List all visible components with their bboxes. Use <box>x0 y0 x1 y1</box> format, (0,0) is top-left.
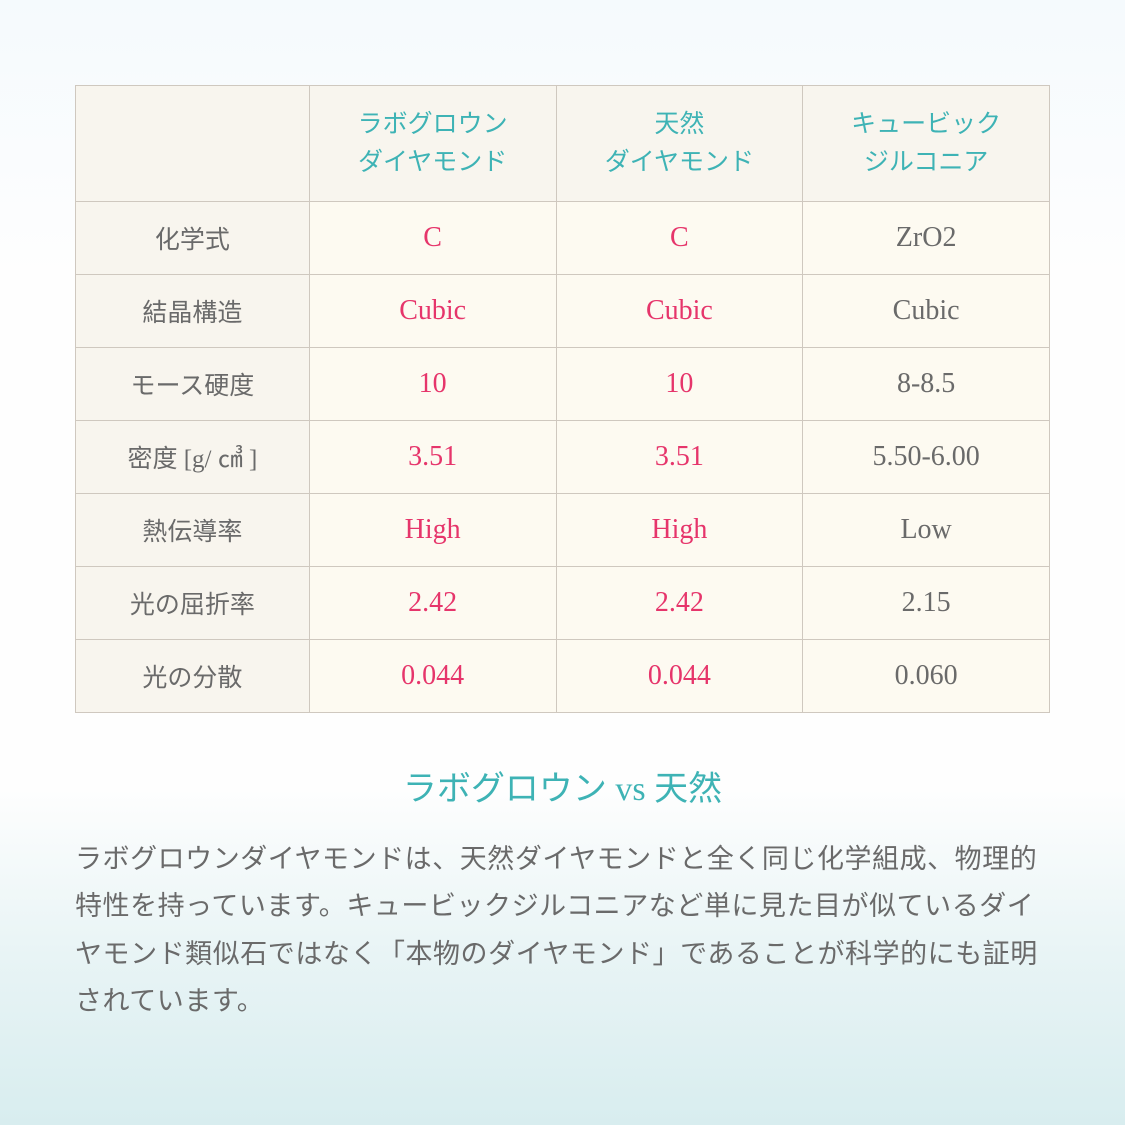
col-header-labgrown: ラボグロウン ダイヤモンド <box>309 86 556 202</box>
row-label: 密度 [g/ ㎤ ] <box>76 421 310 494</box>
col-header-line1: キュービック <box>851 111 1001 138</box>
col-header-line2: ジルコニア <box>864 149 989 176</box>
cell: ZrO2 <box>803 202 1050 275</box>
row-label: 熱伝導率 <box>76 494 310 567</box>
cell: C <box>556 202 803 275</box>
table-row: モース硬度10108-8.5 <box>76 348 1050 421</box>
table-row: 結晶構造CubicCubicCubic <box>76 275 1050 348</box>
col-header-cz: キュービック ジルコニア <box>803 86 1050 202</box>
cell: Low <box>803 494 1050 567</box>
table-header-row: ラボグロウン ダイヤモンド 天然 ダイヤモンド キュービック ジルコニア <box>76 86 1050 202</box>
cell: 8-8.5 <box>803 348 1050 421</box>
comparison-table: ラボグロウン ダイヤモンド 天然 ダイヤモンド キュービック ジルコニア 化学式… <box>75 85 1050 713</box>
cell: 2.42 <box>556 567 803 640</box>
cell: 2.15 <box>803 567 1050 640</box>
col-header-line1: ラボグロウン <box>358 111 508 138</box>
col-header-line2: ダイヤモンド <box>358 149 507 176</box>
cell: 3.51 <box>556 421 803 494</box>
cell: 3.51 <box>309 421 556 494</box>
cell: C <box>309 202 556 275</box>
table-row: 密度 [g/ ㎤ ]3.513.515.50-6.00 <box>76 421 1050 494</box>
row-label: 結晶構造 <box>76 275 310 348</box>
cell: Cubic <box>556 275 803 348</box>
table-body: 化学式CCZrO2結晶構造CubicCubicCubicモース硬度10108-8… <box>76 202 1050 713</box>
cell: 10 <box>556 348 803 421</box>
cell: 0.044 <box>309 640 556 713</box>
cell: 0.060 <box>803 640 1050 713</box>
cell: 10 <box>309 348 556 421</box>
col-header-line2: ダイヤモンド <box>605 149 754 176</box>
row-label: 化学式 <box>76 202 310 275</box>
header-blank <box>76 86 310 202</box>
cell: High <box>556 494 803 567</box>
row-label: モース硬度 <box>76 348 310 421</box>
body-text: ラボグロウンダイヤモンドは、天然ダイヤモンドと全く同じ化学組成、物理的特性を持っ… <box>75 836 1050 1025</box>
table-row: 熱伝導率HighHighLow <box>76 494 1050 567</box>
table-row: 化学式CCZrO2 <box>76 202 1050 275</box>
cell: Cubic <box>309 275 556 348</box>
cell: 0.044 <box>556 640 803 713</box>
cell: 2.42 <box>309 567 556 640</box>
row-label: 光の屈折率 <box>76 567 310 640</box>
cell: High <box>309 494 556 567</box>
cell: 5.50-6.00 <box>803 421 1050 494</box>
col-header-natural: 天然 ダイヤモンド <box>556 86 803 202</box>
table-row: 光の屈折率2.422.422.15 <box>76 567 1050 640</box>
section-title: ラボグロウン vs 天然 <box>75 761 1050 810</box>
row-label: 光の分散 <box>76 640 310 713</box>
cell: Cubic <box>803 275 1050 348</box>
col-header-line1: 天然 <box>654 111 704 138</box>
table-row: 光の分散0.0440.0440.060 <box>76 640 1050 713</box>
